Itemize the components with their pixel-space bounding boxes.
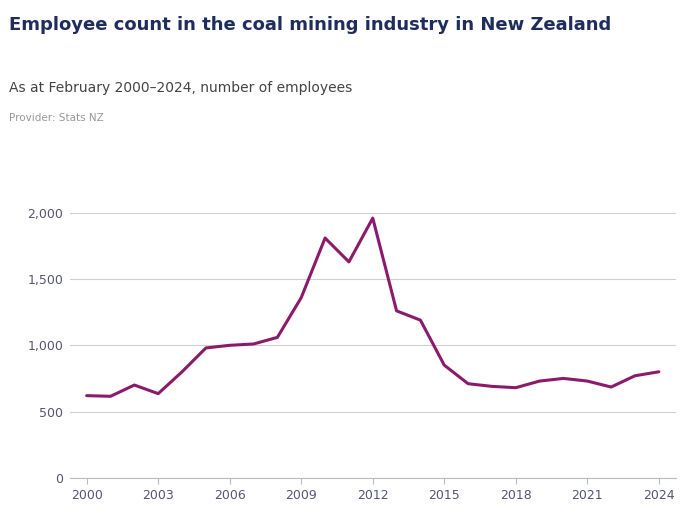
Text: As at February 2000–2024, number of employees: As at February 2000–2024, number of empl… (9, 81, 352, 96)
Text: figure.nz: figure.nz (590, 20, 659, 34)
Text: Employee count in the coal mining industry in New Zealand: Employee count in the coal mining indust… (9, 16, 611, 34)
Text: Provider: Stats NZ: Provider: Stats NZ (9, 113, 104, 123)
